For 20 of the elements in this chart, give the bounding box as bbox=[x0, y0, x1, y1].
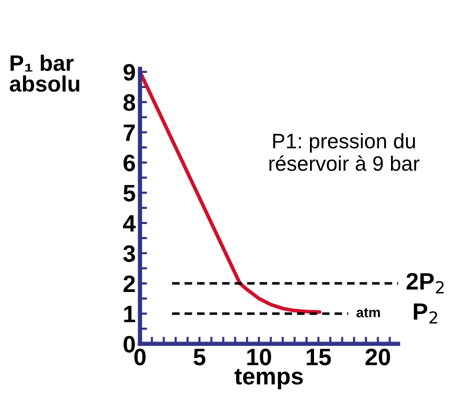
y-tick-label: 0 bbox=[124, 336, 135, 353]
y-axis-title: P₁ bar absolu bbox=[10, 54, 80, 92]
y-tick-label: 2 bbox=[124, 275, 135, 292]
y-tick-label: 6 bbox=[124, 154, 135, 172]
x-tick-label: 15 bbox=[306, 348, 331, 366]
y-tick-label: 1 bbox=[124, 306, 136, 322]
text: P$_{2}$ bbox=[414, 303, 438, 324]
y-tick-label: 9 bbox=[124, 64, 135, 81]
x-tick-label: 10 bbox=[247, 348, 272, 366]
y-tick-label: 7 bbox=[124, 124, 135, 141]
x-axis-title: temps bbox=[234, 368, 303, 390]
annotation: atm bbox=[356, 308, 380, 318]
y-tick-label: 4 bbox=[123, 215, 136, 232]
x-tick-label: 20 bbox=[366, 348, 390, 366]
x-tick-label: 5 bbox=[194, 348, 206, 366]
y-tick-label: 3 bbox=[123, 245, 135, 262]
y-tick-label: 5 bbox=[123, 185, 136, 202]
y-tick-label: 8 bbox=[123, 94, 136, 111]
annotation: P1: pression du réservoir à 9 bar bbox=[269, 133, 420, 171]
series-label: 2P$_{2}$ bbox=[406, 272, 444, 294]
